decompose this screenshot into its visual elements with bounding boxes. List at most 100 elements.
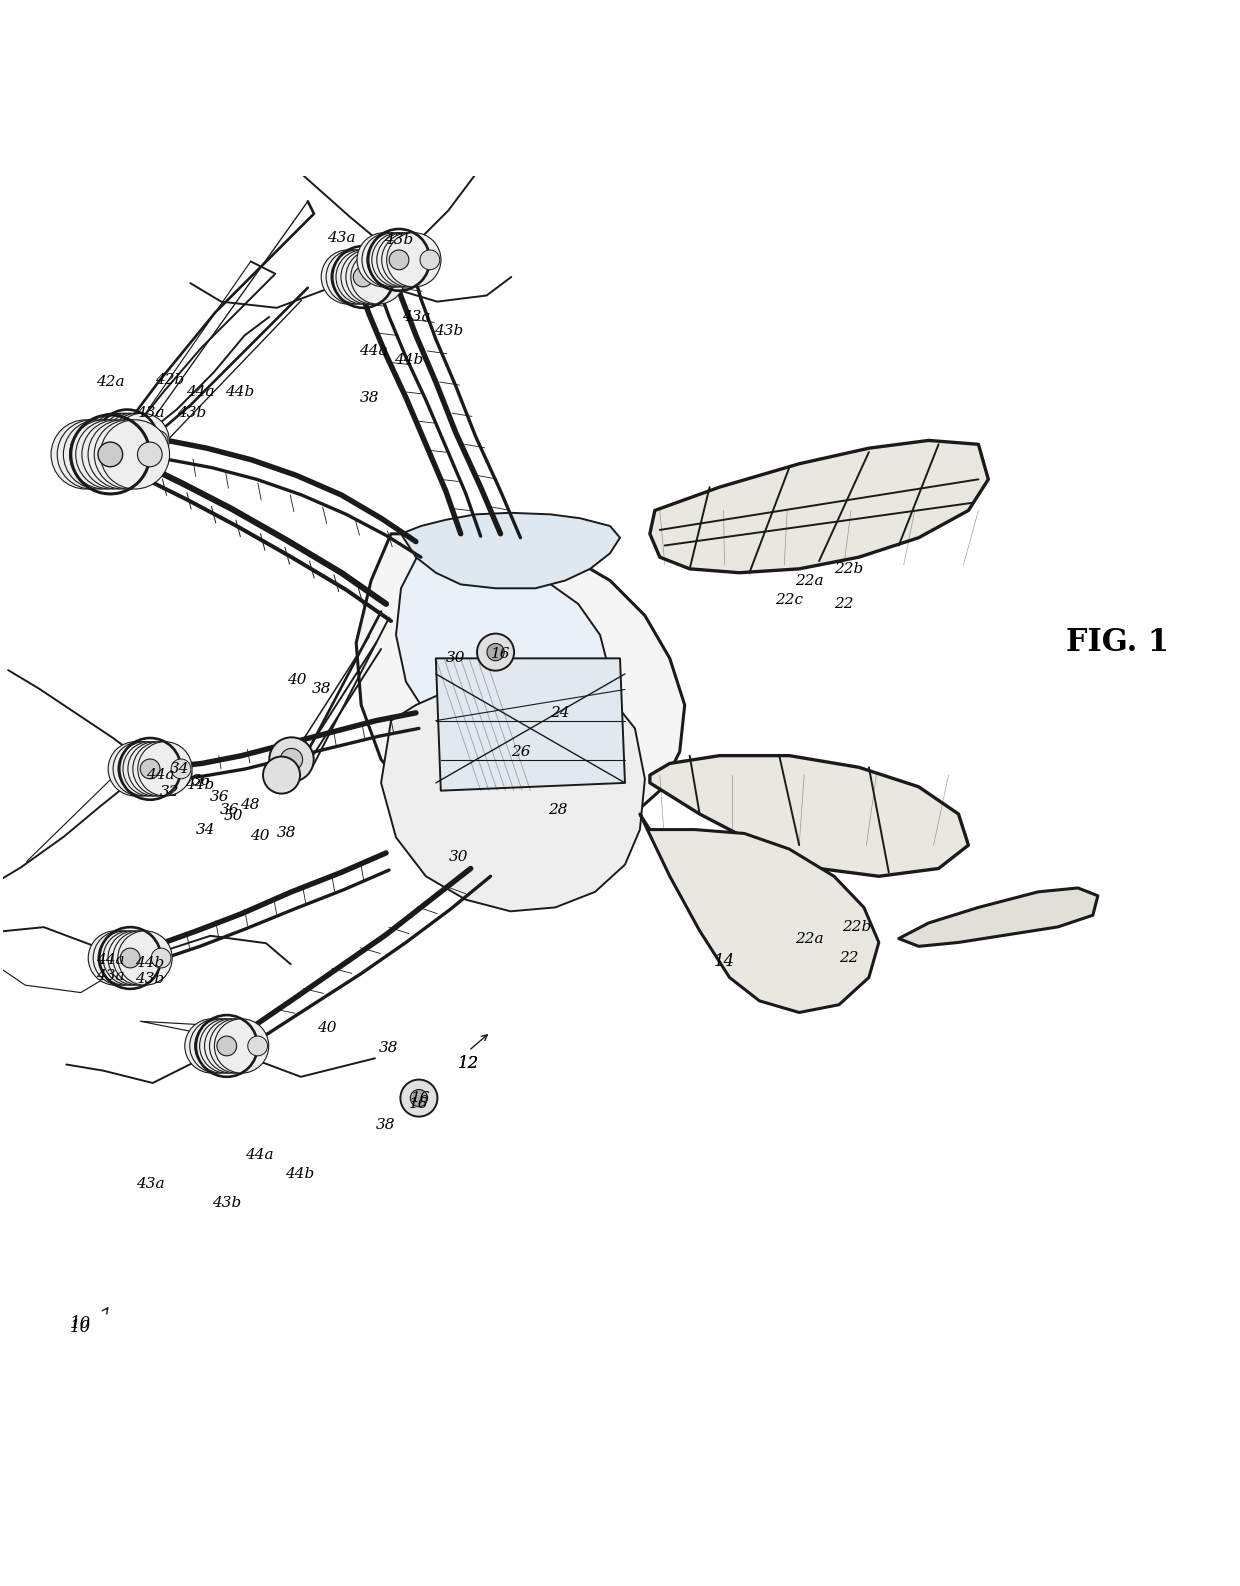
Circle shape [88, 420, 157, 488]
Circle shape [353, 266, 373, 287]
Circle shape [57, 420, 126, 488]
Text: 43b: 43b [434, 325, 464, 338]
Text: 43a: 43a [402, 311, 430, 325]
Circle shape [94, 420, 164, 488]
Text: 36: 36 [192, 774, 212, 788]
Text: 38: 38 [376, 1118, 396, 1132]
Text: 43a: 43a [95, 969, 124, 983]
Circle shape [108, 931, 162, 985]
Text: 12: 12 [458, 1055, 480, 1072]
Text: 34: 34 [170, 761, 190, 776]
Circle shape [118, 742, 172, 796]
Text: 43b: 43b [212, 1196, 242, 1210]
Circle shape [357, 233, 412, 287]
Text: 38: 38 [277, 826, 296, 841]
Circle shape [377, 233, 432, 287]
Text: 32: 32 [160, 785, 180, 799]
Text: 43a: 43a [327, 232, 356, 246]
Circle shape [336, 251, 391, 305]
Text: 50: 50 [224, 809, 243, 823]
Circle shape [103, 931, 157, 985]
Circle shape [140, 760, 160, 779]
Circle shape [105, 414, 159, 468]
Text: 44b: 44b [226, 385, 254, 400]
Circle shape [389, 251, 409, 270]
Circle shape [190, 1018, 244, 1074]
Text: 16: 16 [412, 1091, 430, 1105]
Text: 38: 38 [311, 682, 331, 696]
Circle shape [51, 420, 120, 488]
Polygon shape [396, 549, 610, 760]
Circle shape [341, 251, 396, 305]
Circle shape [362, 233, 417, 287]
Text: 44b: 44b [185, 779, 215, 793]
Circle shape [128, 742, 182, 796]
Text: 12: 12 [458, 1055, 480, 1072]
Text: 22b: 22b [835, 561, 863, 576]
Circle shape [210, 1018, 264, 1074]
Text: 43b: 43b [384, 233, 414, 246]
Circle shape [331, 251, 386, 305]
Circle shape [86, 414, 140, 468]
Circle shape [82, 420, 151, 488]
Text: 28: 28 [548, 803, 568, 817]
Text: 44a: 44a [186, 385, 215, 400]
Text: 22a: 22a [795, 574, 823, 587]
Polygon shape [356, 534, 684, 853]
Circle shape [420, 251, 440, 270]
Circle shape [88, 931, 143, 985]
Circle shape [110, 414, 164, 468]
Circle shape [401, 1080, 438, 1117]
Circle shape [118, 430, 138, 450]
Text: 40: 40 [250, 829, 269, 842]
Text: 38: 38 [379, 1040, 399, 1055]
Polygon shape [401, 512, 620, 588]
Circle shape [133, 742, 187, 796]
Circle shape [118, 931, 172, 985]
Circle shape [487, 644, 505, 661]
Circle shape [326, 251, 381, 305]
Text: 44b: 44b [135, 956, 165, 971]
Circle shape [120, 948, 140, 967]
Circle shape [248, 1036, 268, 1056]
Circle shape [195, 1018, 249, 1074]
Text: 30: 30 [449, 850, 469, 864]
Text: 44b: 44b [394, 354, 424, 368]
Circle shape [108, 742, 162, 796]
Circle shape [269, 737, 314, 782]
Circle shape [93, 931, 148, 985]
Text: 43a: 43a [136, 1177, 165, 1191]
Circle shape [113, 931, 167, 985]
Text: 48: 48 [239, 798, 259, 812]
Text: 44a: 44a [246, 1148, 274, 1163]
Text: 40: 40 [286, 672, 306, 687]
Circle shape [149, 430, 167, 450]
Circle shape [185, 1018, 239, 1074]
Circle shape [215, 1018, 269, 1074]
Circle shape [382, 233, 436, 287]
Circle shape [91, 414, 145, 468]
Polygon shape [435, 658, 625, 791]
Text: 44b: 44b [285, 1167, 314, 1180]
Circle shape [280, 749, 303, 771]
Text: 44a: 44a [358, 344, 387, 358]
Text: 43a: 43a [136, 406, 165, 420]
Text: 10: 10 [69, 1320, 91, 1337]
Circle shape [367, 233, 422, 287]
Circle shape [263, 757, 300, 793]
Circle shape [217, 1036, 237, 1056]
Circle shape [151, 948, 171, 967]
Text: 30: 30 [446, 652, 465, 666]
Circle shape [477, 633, 515, 671]
Text: 44a: 44a [146, 768, 175, 782]
Text: 42b: 42b [155, 373, 185, 387]
Text: 22c: 22c [775, 593, 804, 607]
Text: 22: 22 [835, 596, 854, 611]
Circle shape [205, 1018, 259, 1074]
Circle shape [138, 442, 162, 466]
Text: 42a: 42a [95, 374, 124, 389]
Polygon shape [640, 814, 879, 1012]
Text: 43b: 43b [177, 406, 207, 420]
Text: 26: 26 [511, 745, 531, 758]
Text: 40: 40 [316, 1021, 336, 1036]
